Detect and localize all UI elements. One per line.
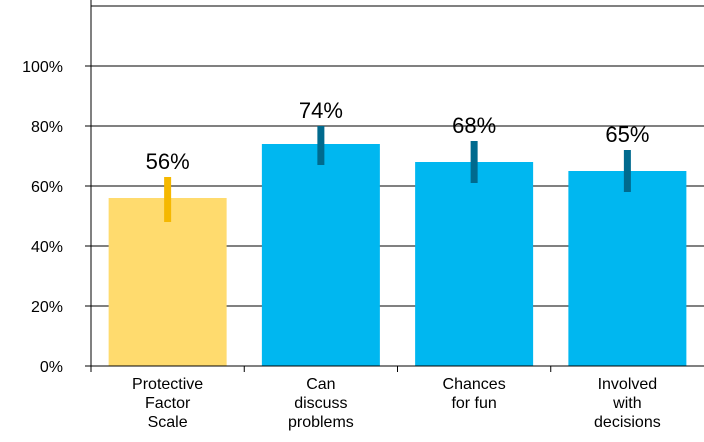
x-tick-label: Scale (148, 414, 188, 431)
x-tick-label: Protective (132, 376, 203, 393)
x-tick-label: Factor (145, 395, 191, 412)
bar (261, 144, 380, 366)
x-tick-label: Involved (598, 376, 658, 393)
y-axis-tick-labels: 0% 20% 40% 60% 80% 100% (22, 59, 63, 376)
x-tick-label: decisions (594, 414, 661, 431)
error-bar (470, 141, 478, 183)
bars (108, 144, 687, 366)
x-tick-label: for fun (451, 395, 496, 412)
x-tick-label: Chances (443, 376, 506, 393)
y-tick-label: 100% (22, 59, 63, 76)
bar (108, 198, 227, 366)
y-tick-label: 60% (31, 179, 63, 196)
value-label: 65% (605, 122, 649, 147)
x-tick-label: with (612, 395, 641, 412)
x-tick-label: discuss (294, 395, 347, 412)
value-label: 56% (146, 149, 190, 174)
y-tick-label: 20% (31, 299, 63, 316)
value-label: 74% (299, 98, 343, 123)
bar (415, 162, 534, 366)
bar (568, 171, 687, 366)
x-axis-category-labels: Protective Factor Scale Can discuss problems C… (132, 376, 661, 431)
error-bars (164, 126, 631, 222)
y-tick-label: 0% (40, 359, 63, 376)
value-labels: 56% 74% 68% 65% (146, 98, 650, 174)
error-bar (623, 150, 631, 192)
x-tick-label: Can (306, 376, 335, 393)
x-tick-label: problems (288, 414, 354, 431)
error-bar (164, 177, 172, 222)
y-tick-label: 80% (31, 119, 63, 136)
axes (85, 0, 704, 372)
error-bar (317, 126, 325, 165)
y-tick-label: 40% (31, 239, 63, 256)
value-label: 68% (452, 113, 496, 138)
